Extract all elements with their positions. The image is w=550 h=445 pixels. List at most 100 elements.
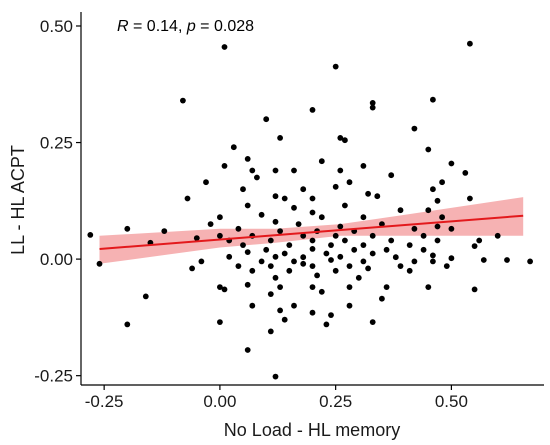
data-point <box>286 242 293 249</box>
data-point <box>309 237 316 244</box>
x-tick-label: -0.25 <box>85 392 124 411</box>
data-point <box>328 242 334 249</box>
data-point <box>425 284 432 290</box>
data-point <box>342 237 348 244</box>
x-axis-ticks: -0.25 0.00 0.25 0.50 <box>85 385 468 411</box>
data-point <box>258 258 265 265</box>
data-point <box>383 246 390 253</box>
data-point <box>379 221 385 228</box>
data-point <box>309 309 316 316</box>
data-point <box>439 214 445 221</box>
data-point <box>96 260 103 267</box>
data-point <box>448 160 455 167</box>
data-point <box>337 223 344 230</box>
data-point <box>291 258 297 265</box>
y-axis-ticks: -0.25 0.00 0.25 0.50 <box>34 17 81 386</box>
data-point <box>439 179 445 186</box>
data-point <box>443 263 450 269</box>
data-point <box>430 186 436 193</box>
data-point <box>346 302 353 309</box>
data-point <box>476 237 483 244</box>
y-tick-label: -0.25 <box>34 367 73 386</box>
data-point <box>161 228 168 235</box>
data-point <box>272 193 279 200</box>
data-point <box>406 267 413 274</box>
data-point <box>355 274 362 281</box>
y-tick-label: 0.25 <box>40 134 73 153</box>
data-point <box>434 223 441 230</box>
data-point <box>267 263 274 269</box>
data-point <box>323 250 330 257</box>
data-point <box>295 221 302 228</box>
data-point <box>286 267 293 274</box>
data-point <box>411 258 418 265</box>
data-point <box>217 284 223 290</box>
data-point <box>309 263 316 269</box>
data-point <box>360 258 367 265</box>
data-point <box>291 167 297 174</box>
data-point <box>254 174 260 181</box>
data-point <box>434 237 441 244</box>
data-point <box>471 286 478 293</box>
data-point <box>369 319 376 325</box>
data-point <box>411 225 418 232</box>
data-point <box>346 263 353 269</box>
data-point <box>217 214 223 221</box>
data-point <box>272 167 279 174</box>
data-point <box>342 137 348 144</box>
data-point <box>360 242 367 249</box>
data-point <box>471 243 478 250</box>
data-point <box>300 260 307 267</box>
data-point <box>277 284 283 290</box>
data-point <box>281 195 288 202</box>
data-point <box>337 167 344 174</box>
data-point <box>332 232 339 239</box>
data-point <box>323 321 330 328</box>
data-point <box>309 246 316 252</box>
y-tick-label: 0.00 <box>40 250 73 269</box>
x-axis-title: No Load - HL memory <box>224 420 400 440</box>
data-point <box>198 258 205 265</box>
data-point <box>244 347 251 353</box>
y-tick-label: 0.50 <box>40 17 73 36</box>
data-point <box>281 316 288 323</box>
data-point <box>244 281 251 288</box>
data-point <box>365 190 371 197</box>
data-point <box>142 293 149 300</box>
data-point <box>406 242 413 249</box>
data-point <box>309 209 316 216</box>
data-point <box>420 232 427 239</box>
data-point <box>291 302 297 309</box>
data-point <box>258 211 265 218</box>
data-point <box>462 170 469 176</box>
data-point <box>374 193 381 200</box>
data-point <box>397 263 404 269</box>
data-point <box>332 183 339 190</box>
data-point <box>249 302 256 309</box>
regression-line <box>99 214 524 250</box>
data-point <box>124 225 131 232</box>
data-point <box>467 195 473 202</box>
x-tick-label: 0.25 <box>319 392 352 411</box>
data-point <box>217 319 223 325</box>
data-point <box>203 179 209 186</box>
data-point <box>221 44 228 50</box>
data-point <box>180 97 186 104</box>
data-point <box>351 246 358 253</box>
data-point <box>504 257 510 263</box>
data-point <box>244 249 251 256</box>
data-point <box>448 255 455 262</box>
data-point <box>277 135 283 141</box>
data-point <box>189 265 196 272</box>
data-point <box>281 250 288 257</box>
data-point <box>369 104 376 111</box>
data-point <box>369 250 376 257</box>
data-point <box>337 135 344 141</box>
data-point <box>221 286 228 293</box>
data-point <box>235 263 242 269</box>
data-point <box>300 232 307 239</box>
data-point <box>124 321 131 328</box>
plot-area <box>87 40 533 380</box>
data-point <box>309 284 316 290</box>
